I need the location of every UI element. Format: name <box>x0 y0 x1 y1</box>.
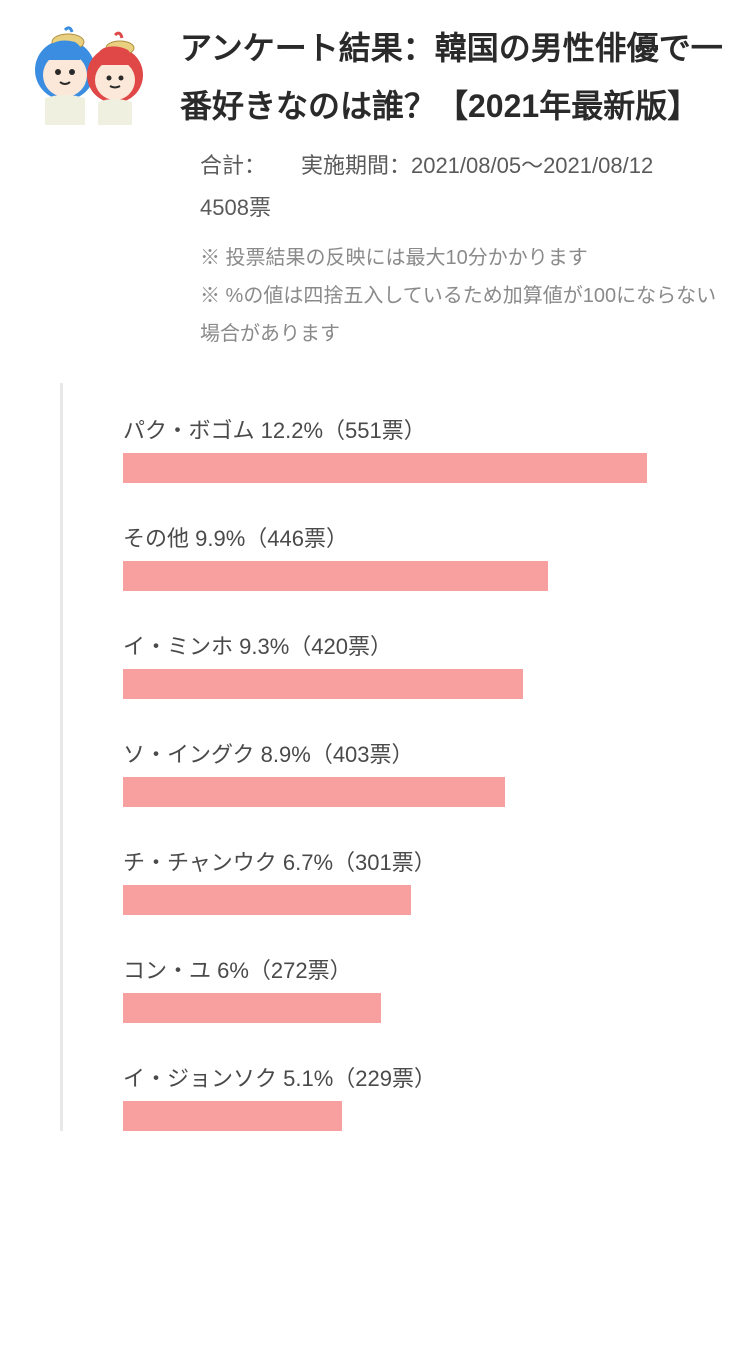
bar-fill <box>123 669 523 699</box>
period-value: 2021/08/05〜2021/08/12 <box>411 153 653 178</box>
bar-fill <box>123 453 647 483</box>
bar-fill <box>123 561 548 591</box>
bar-label: ソ・イングク 8.9%（403票） <box>123 737 703 769</box>
bar-fill <box>123 993 381 1023</box>
avatar <box>20 20 160 130</box>
bar-item: その他 9.9%（446票） <box>123 521 703 591</box>
bar-label: イ・ミンホ 9.3%（420票） <box>123 629 703 661</box>
bar-track <box>123 561 703 591</box>
total-votes: 合計： 4508票 <box>200 145 271 229</box>
meta-row: 合計： 4508票 実施期間：2021/08/05〜2021/08/12 <box>0 145 743 239</box>
bar-track <box>123 669 703 699</box>
notes: ※ 投票結果の反映には最大10分かかります ※ %の値は四捨五入しているため加算… <box>0 239 743 383</box>
bar-item: パク・ボゴム 12.2%（551票） <box>123 413 703 483</box>
header: アンケート結果：韓国の男性俳優で一番好きなのは誰？【2021年最新版】 <box>0 0 743 145</box>
bar-track <box>123 1101 703 1131</box>
bar-item: ソ・イングク 8.9%（403票） <box>123 737 703 807</box>
bar-label: パク・ボゴム 12.2%（551票） <box>123 413 703 445</box>
bar-item: イ・ジョンソク 5.1%（229票） <box>123 1061 703 1131</box>
bar-fill <box>123 1101 342 1131</box>
bar-label: コン・ユ 6%（272票） <box>123 953 703 985</box>
period: 実施期間：2021/08/05〜2021/08/12 <box>301 145 723 229</box>
note-line-1: ※ 投票結果の反映には最大10分かかります <box>200 239 723 277</box>
results-bar-chart: パク・ボゴム 12.2%（551票） その他 9.9%（446票） イ・ミンホ 9.… <box>60 383 743 1131</box>
bar-label: その他 9.9%（446票） <box>123 521 703 553</box>
bar-track <box>123 777 703 807</box>
bar-label: チ・チャンウク 6.7%（301票） <box>123 845 703 877</box>
bar-fill <box>123 777 505 807</box>
total-label: 合計： <box>200 153 266 178</box>
bar-track <box>123 453 703 483</box>
bar-item: イ・ミンホ 9.3%（420票） <box>123 629 703 699</box>
bar-fill <box>123 885 411 915</box>
bar-item: チ・チャンウク 6.7%（301票） <box>123 845 703 915</box>
period-label: 実施期間： <box>301 153 411 178</box>
bar-track <box>123 993 703 1023</box>
note-line-2: ※ %の値は四捨五入しているため加算値が100にならない場合があります <box>200 277 723 353</box>
page-title: アンケート結果：韓国の男性俳優で一番好きなのは誰？【2021年最新版】 <box>180 20 723 135</box>
bar-item: コン・ユ 6%（272票） <box>123 953 703 1023</box>
bar-track <box>123 885 703 915</box>
total-value: 4508票 <box>200 195 271 220</box>
bar-label: イ・ジョンソク 5.1%（229票） <box>123 1061 703 1093</box>
